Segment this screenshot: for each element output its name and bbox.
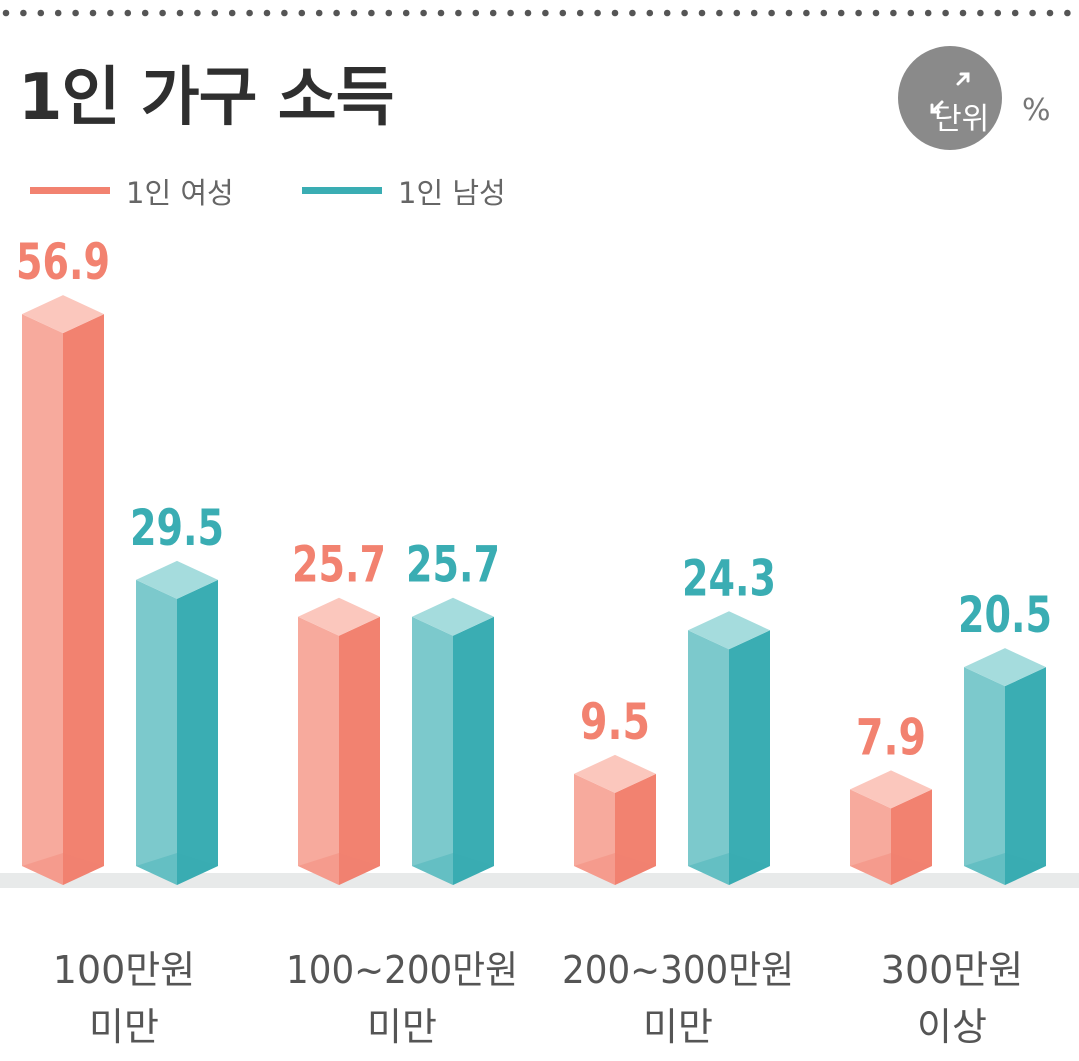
unit-symbol: % (1022, 93, 1051, 128)
dotted-divider (2, 9, 1071, 17)
unit-expand-button[interactable]: 단위 (898, 46, 1002, 150)
category-label-2-line2: 미만 (643, 1005, 713, 1049)
bar-male-3 (964, 648, 1046, 885)
bar-male-1 (412, 597, 494, 885)
legend-swatch-female (30, 187, 110, 194)
category-label-2-line1: 200~300만원 (562, 948, 794, 992)
category-label-1-line1: 100~200만원 (286, 948, 518, 992)
chart-floor (0, 873, 1079, 888)
category-label-1-line2: 미만 (367, 1005, 437, 1049)
category-label-0-line2: 미만 (89, 1005, 159, 1049)
chart-title: 1인 가구 소득 (18, 61, 394, 135)
category-label-3-line2: 이상 (917, 1005, 987, 1049)
value-label-female-3: 7.9 (856, 708, 926, 766)
bar-female-3 (850, 770, 932, 885)
value-label-male-2: 24.3 (682, 549, 776, 607)
value-label-male-1: 25.7 (406, 536, 500, 594)
value-label-male-0: 29.5 (130, 499, 224, 557)
legend-label-male: 1인 남성 (398, 176, 506, 210)
value-label-female-0: 56.9 (16, 233, 110, 291)
category-label-3-line1: 300만원 (881, 948, 1023, 992)
bar-male-2 (688, 611, 770, 885)
category-label-0-line1: 100만원 (53, 948, 195, 992)
legend-label-female: 1인 여성 (126, 176, 234, 210)
value-label-female-1: 25.7 (292, 536, 386, 594)
bar-female-0 (22, 295, 104, 885)
value-label-female-2: 9.5 (580, 693, 650, 751)
legend-swatch-male (302, 187, 382, 194)
bar-female-1 (298, 597, 380, 885)
expand-arrows-icon (930, 72, 970, 114)
bar-male-0 (136, 560, 218, 885)
bar-female-2 (574, 754, 656, 885)
value-label-male-3: 20.5 (958, 586, 1052, 644)
unit-label: 단위 (934, 102, 990, 137)
